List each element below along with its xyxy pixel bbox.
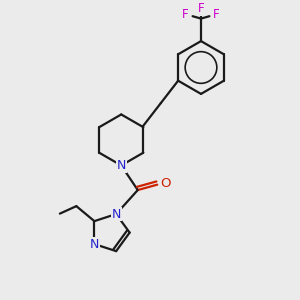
Text: O: O <box>160 177 170 190</box>
Text: F: F <box>198 2 204 16</box>
Text: N: N <box>117 159 126 172</box>
Text: F: F <box>182 8 189 22</box>
Text: N: N <box>112 208 121 220</box>
Text: N: N <box>90 238 99 250</box>
Text: F: F <box>213 8 220 22</box>
